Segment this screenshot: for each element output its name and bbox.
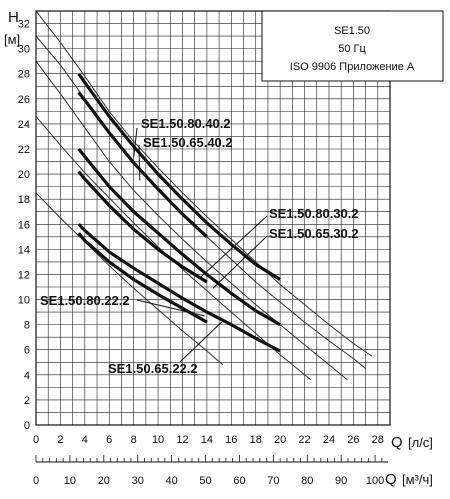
label-leader-line xyxy=(133,127,138,158)
x2-tick-label: 70 xyxy=(267,475,279,487)
label-leader-line xyxy=(212,235,268,289)
series-curve xyxy=(77,232,208,324)
x-tick-label: 26 xyxy=(347,434,359,446)
label-leader-line xyxy=(200,215,268,278)
x-tick-label: 6 xyxy=(106,434,112,446)
x2-tick-label: 40 xyxy=(166,475,178,487)
x2-tick-label: 100 xyxy=(366,475,384,487)
series-label-80-40: SE1.50.80.40.2 xyxy=(141,116,231,131)
x-tick-label: 14 xyxy=(201,434,213,446)
x2-tick-label: 10 xyxy=(64,475,76,487)
x-tick-label: 18 xyxy=(250,434,262,446)
y-tick-label: 28 xyxy=(18,69,30,81)
x-tick-label: 8 xyxy=(131,434,137,446)
y-tick-label: 0 xyxy=(24,420,30,432)
x2-tick-label: 20 xyxy=(98,475,110,487)
series-curve xyxy=(77,72,281,281)
efficiency-curve xyxy=(35,10,372,357)
series-labels: SE1.50.80.40.2 SE1.50.65.40.2 SE1.50.80.… xyxy=(40,116,359,376)
y-tick-label: 2 xyxy=(24,395,30,407)
x-tick-label: 10 xyxy=(152,434,164,446)
x-tick-label: 4 xyxy=(82,434,88,446)
x2-tick-label: 30 xyxy=(132,475,144,487)
series-curve xyxy=(77,223,281,353)
x-tick-label: 16 xyxy=(225,434,237,446)
y-tick-label: 6 xyxy=(24,345,30,357)
x2-tick-label: 50 xyxy=(199,475,211,487)
info-line-standard: ISO 9906 Приложение А xyxy=(290,61,415,73)
info-line-model: SE1.50 xyxy=(334,25,370,37)
x2-tick-label: 90 xyxy=(335,475,347,487)
x-tick-label: 20 xyxy=(274,434,286,446)
label-leader-line xyxy=(136,299,205,317)
y-tick-label: 10 xyxy=(18,295,30,307)
y-tick-label: 30 xyxy=(18,44,30,56)
x-tick-label: 24 xyxy=(323,434,335,446)
info-box-frame xyxy=(261,10,444,82)
y-tick-label: 22 xyxy=(18,144,30,156)
grid xyxy=(35,10,391,426)
y-tick-label: 4 xyxy=(24,370,30,382)
x-tick-label: 0 xyxy=(33,434,39,446)
x-tick-label: 28 xyxy=(372,434,384,446)
series-curve xyxy=(77,170,208,284)
x2-tick-label: 80 xyxy=(301,475,313,487)
y-tick-label: 8 xyxy=(24,320,30,332)
x2-tick-label: 0 xyxy=(33,475,39,487)
series-label-65-40: SE1.50.65.40.2 xyxy=(143,135,233,150)
x-tick-labels: 0 2 4 6 8 10 12 14 16 18 20 22 24 26 28 xyxy=(33,434,384,446)
secondary-x-axis: 0 10 20 30 40 50 60 70 80 90 100 xyxy=(33,455,388,487)
series-label-65-30: SE1.50.65.30.2 xyxy=(269,226,359,241)
plot-border xyxy=(35,10,391,426)
label-leader-line xyxy=(179,321,222,363)
y-tick-label: 18 xyxy=(18,194,30,206)
y-tick-label: 20 xyxy=(18,169,30,181)
x-axis-label: Q xyxy=(391,434,403,451)
label-leaders xyxy=(133,127,268,363)
x2-axis-unit: [м³/ч] xyxy=(402,472,433,487)
y-tick-label: 14 xyxy=(18,244,30,256)
x-tick-label: 2 xyxy=(57,434,63,446)
x-tick-label: 12 xyxy=(176,434,188,446)
y-tick-label: 24 xyxy=(18,119,30,131)
y-axis-unit: [м] xyxy=(4,32,20,47)
y-tick-label: 12 xyxy=(18,269,30,281)
efficiency-curve xyxy=(35,60,348,381)
series-curve xyxy=(77,147,281,326)
label-leader-line xyxy=(138,144,141,181)
info-line-frequency: 50 Гц xyxy=(338,43,366,55)
series-curves xyxy=(77,72,281,353)
x2-axis-label: Q xyxy=(385,471,397,488)
series-curve xyxy=(77,91,208,238)
series-label-80-30: SE1.50.80.30.2 xyxy=(269,206,359,221)
y-tick-label: 26 xyxy=(18,94,30,106)
efficiency-curve xyxy=(35,116,312,381)
y-tick-label: 16 xyxy=(18,219,30,231)
y-tick-label: 32 xyxy=(18,19,30,31)
x2-tick-label: 60 xyxy=(233,475,245,487)
series-label-65-22: SE1.50.65.22.2 xyxy=(108,361,198,376)
plot-frame xyxy=(35,10,391,426)
series-label-80-22: SE1.50.80.22.2 xyxy=(40,293,130,308)
info-box: SE1.50 50 Гц ISO 9906 Приложение А xyxy=(261,10,444,82)
x-axis-unit: [л/с] xyxy=(408,435,433,450)
y-axis-label: H xyxy=(8,9,19,26)
x-tick-label: 22 xyxy=(298,434,310,446)
